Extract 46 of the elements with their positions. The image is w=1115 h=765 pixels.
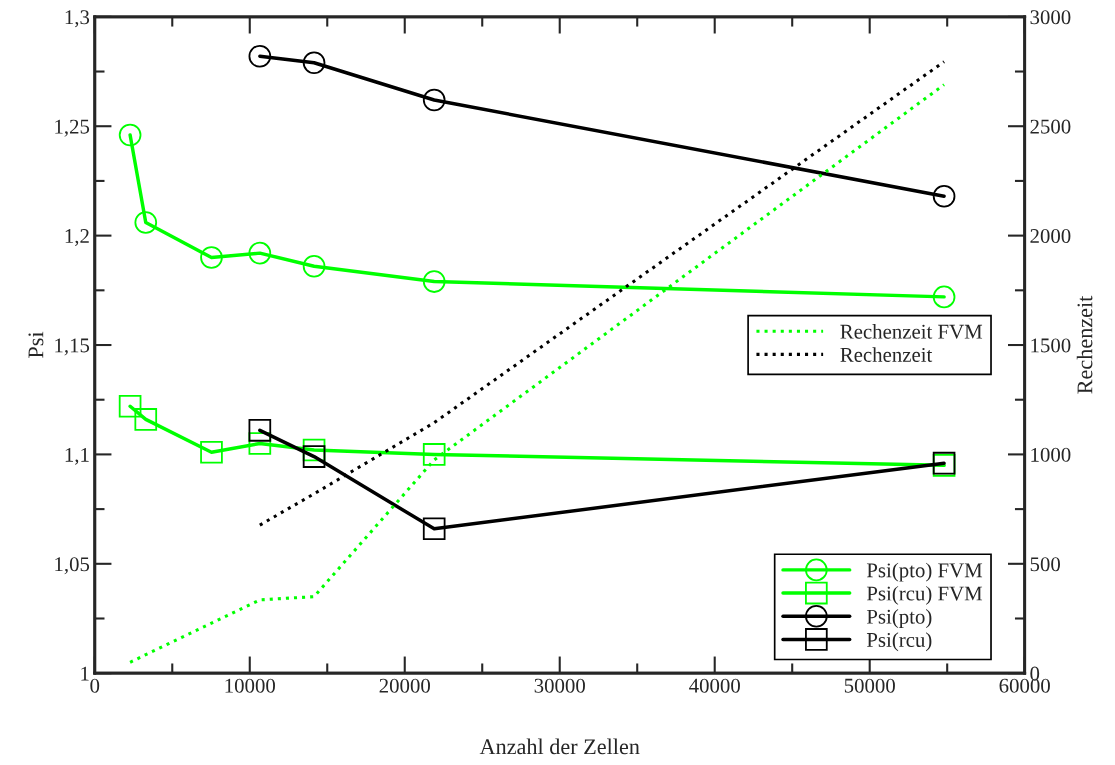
point xyxy=(200,440,223,464)
point xyxy=(932,285,956,309)
x-tick-label: 0 xyxy=(90,678,100,693)
x-tick-label: 10000 xyxy=(225,678,276,693)
legend-label: Psi(pto) xyxy=(866,609,932,628)
y2-axis-title: Rechenzeit xyxy=(1076,295,1093,394)
y2-tick-label: 500 xyxy=(1030,557,1060,572)
point xyxy=(302,254,326,278)
point xyxy=(134,408,158,431)
legend-label: Rechenzeit xyxy=(840,347,933,362)
y-tick-label: 1,3 xyxy=(65,10,90,28)
point xyxy=(248,241,272,265)
point xyxy=(932,184,956,208)
legend-label: Psi(rcu) xyxy=(866,632,932,652)
legend-label: Psi(rcu) FVM xyxy=(866,585,983,605)
point xyxy=(422,517,446,541)
point xyxy=(134,211,158,234)
point xyxy=(118,123,142,147)
y-tick-label: 1,25 xyxy=(55,119,90,137)
x-tick-label: 20000 xyxy=(379,678,430,693)
point xyxy=(248,419,272,442)
x-tick-label: 30000 xyxy=(534,678,585,693)
point xyxy=(302,445,326,468)
legend-label: Rechenzeit FVM xyxy=(840,324,983,339)
point xyxy=(422,270,446,293)
y2-tick-label: 2500 xyxy=(1030,119,1071,134)
y-tick-label: 1,05 xyxy=(55,557,90,575)
x-tick-label: 50000 xyxy=(844,678,895,693)
point xyxy=(248,44,272,68)
x-axis-title: Anzahl der Zellen xyxy=(479,738,640,755)
y-tick-label: 1 xyxy=(81,666,89,681)
y2-tick-label: 1000 xyxy=(1031,447,1071,462)
y-tick-label: 1,15 xyxy=(55,338,90,356)
y2-tick-label: 1500 xyxy=(1031,338,1071,353)
point xyxy=(422,443,446,466)
point xyxy=(302,51,326,75)
x-tick-label: 40000 xyxy=(689,678,740,693)
y-tick-label: 1,1 xyxy=(65,447,89,465)
y2-tick-label: 2000 xyxy=(1030,228,1071,244)
y2-tick-label: 3000 xyxy=(1030,10,1071,25)
legend-label: Psi(pto) FVM xyxy=(866,562,983,582)
point xyxy=(200,246,223,269)
y-axis-title: Psi xyxy=(28,331,44,358)
point xyxy=(118,394,142,418)
y-tick-label: 1,2 xyxy=(65,229,89,247)
point xyxy=(422,88,446,112)
